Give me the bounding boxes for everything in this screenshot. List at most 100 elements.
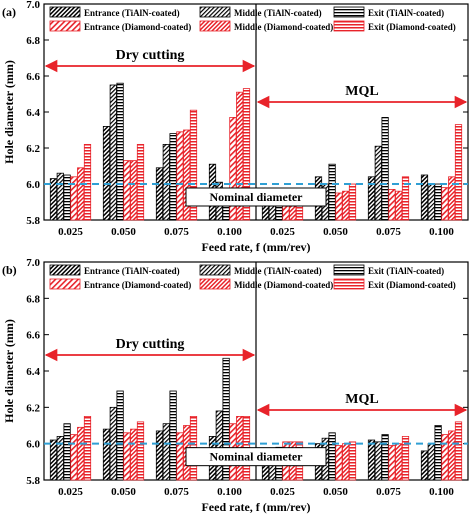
legend-label: Exit (TiAlN-coated) [368,266,444,276]
bar [434,425,442,481]
bar [116,82,124,221]
bar [130,428,138,481]
legend-swatch [333,6,365,18]
bar [63,423,71,481]
x-tick-label: 0.025 [58,486,83,498]
y-axis-label: Hole diameter (mm) [2,60,16,164]
x-tick-label: 0.050 [111,486,136,498]
bar [155,430,164,481]
bar [83,416,92,481]
bar [401,176,410,221]
bar [454,124,463,221]
mql-label: MQL [345,84,378,99]
bar [123,160,131,221]
bar [102,126,111,221]
nominal-label: Nominal diameter [210,450,304,464]
bar [374,441,382,481]
bar [448,176,456,221]
bar [162,423,170,481]
y-tick-label: 6.8 [26,35,40,47]
bar [348,441,357,481]
bar [63,174,71,221]
y-tick-label: 7.0 [26,257,40,269]
y-tick-label: 6.4 [26,366,40,378]
y-tick-label: 6.0 [26,439,40,451]
x-tick-label: 0.050 [323,486,348,498]
bar [420,174,429,221]
bar [381,117,389,221]
bar [420,450,429,481]
bar [109,406,117,481]
x-tick-label: 0.025 [270,486,295,498]
y-tick-label: 5.8 [26,475,40,487]
legend-label: Entrance (Diamond-coated) [84,22,191,32]
bar [367,176,376,221]
bar [102,428,111,481]
bar [448,430,456,481]
panel-b: 5.8 6.0 6.2 6.4 6.6 6.8 7.0 0.025 0.050 0.075 0.10… [2,257,469,514]
y-tick-label: 6.6 [26,330,40,342]
bar [169,133,177,221]
bar [395,190,403,221]
legend-swatch [199,20,231,32]
bar [401,435,410,481]
legend-label: Entrance (Diamond-coated) [84,280,191,290]
mql-label: MQL [345,392,378,407]
legend-label: Middle (Diamond-coated) [234,280,333,290]
bar [183,129,191,221]
bar [130,160,138,221]
bar [155,167,164,221]
x-tick-label: 0.075 [164,486,189,498]
x-tick-label: 0.100 [217,486,242,498]
y-tick-label: 6.8 [26,293,40,305]
bar [441,187,449,221]
bar [342,190,350,221]
x-tick-label: 0.075 [376,486,401,498]
legend-swatch [199,278,231,290]
y-tick-label: 6.6 [26,71,40,83]
bar [229,117,237,221]
bar [116,390,124,481]
y-tick-label: 7.0 [26,0,40,11]
bar [176,131,184,221]
y-tick-label: 6.0 [26,179,40,191]
x-tick-label: 0.100 [217,226,242,238]
nominal-label-box [185,187,327,207]
legend-swatch [49,278,81,290]
bar [427,443,435,481]
y-tick-label: 6.4 [26,107,40,119]
bar [176,432,184,481]
bar [56,172,64,221]
y-axis-label: Hole diameter (mm) [2,319,16,423]
bar [83,143,92,221]
panel-label: (a) [2,5,16,19]
bar [162,143,170,221]
bar [77,426,85,481]
bar [388,445,396,481]
bar [236,91,244,221]
bar [434,183,442,221]
legend-swatch [49,6,81,18]
dry-cutting-label: Dry cutting [116,48,185,63]
bar [367,439,376,481]
nominal-label-box [185,447,327,467]
legend-label: Middle (Diamond-coated) [234,22,333,32]
legend-swatch [199,264,231,276]
legend-swatch [199,6,231,18]
legend-label: Entrance (TiAlN-coated) [84,8,180,18]
panel-a: 5.8 6.0 6.2 6.4 6.6 6.8 7.0 0.025 0.050 0.075 0.10… [2,0,469,254]
bar [49,178,58,221]
x-tick-label: 0.050 [111,226,136,238]
bar [441,434,449,481]
bar [335,445,343,481]
legend-label: Middle (TiAlN-coated) [234,266,322,276]
bar [335,192,343,221]
bar [348,183,357,221]
x-tick-label: 0.100 [429,226,454,238]
bar [70,434,78,481]
x-tick-label: 0.075 [164,226,189,238]
bar [189,109,198,221]
legend-swatch [49,20,81,32]
legend-label: Exit (TiAlN-coated) [368,8,444,18]
bar [77,167,85,221]
